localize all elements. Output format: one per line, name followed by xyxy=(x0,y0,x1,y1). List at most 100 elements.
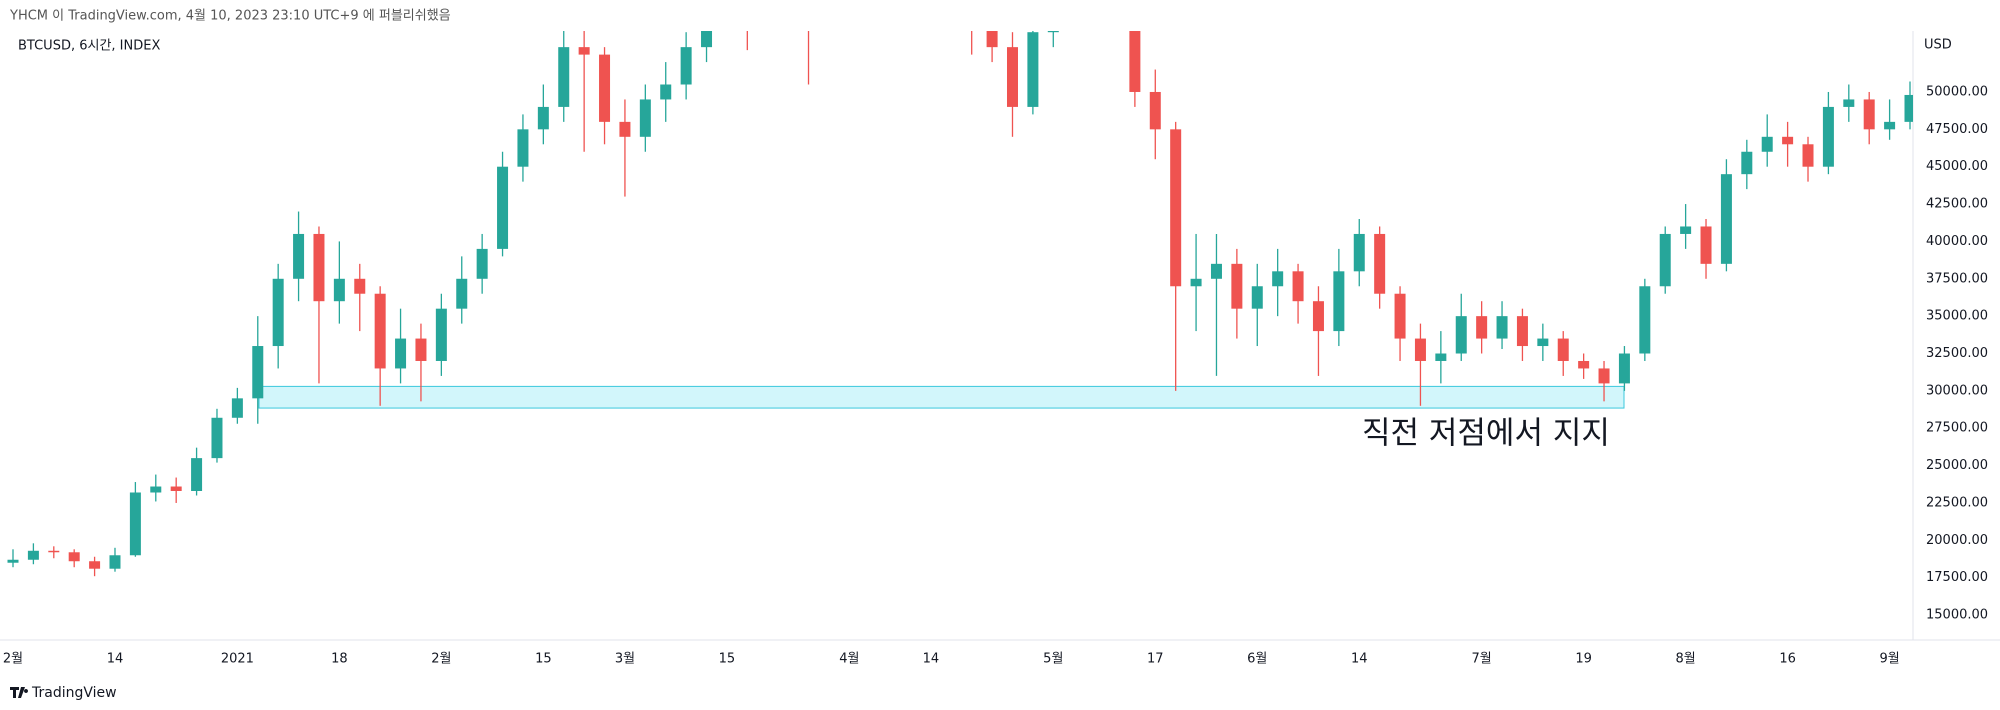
candle-body xyxy=(1006,47,1018,107)
candle-body xyxy=(456,278,468,309)
y-tick-label: 42500.00 xyxy=(1926,197,1988,212)
candle-body xyxy=(435,308,447,361)
candle-body xyxy=(150,486,162,493)
price-unit: USD xyxy=(1924,38,1952,53)
candle-body xyxy=(1027,32,1039,107)
x-tick-label: 8월 xyxy=(1676,652,1696,667)
candle-body xyxy=(48,550,60,553)
candle-body xyxy=(1047,31,1059,33)
x-tick-label: 15 xyxy=(535,652,552,667)
candle-body xyxy=(170,486,182,492)
candle-body xyxy=(1516,316,1528,347)
x-tick-label: 14 xyxy=(1351,652,1368,667)
y-tick-label: 22500.00 xyxy=(1926,495,1988,510)
candle-body xyxy=(966,0,977,17)
candle-body xyxy=(721,0,732,2)
candle-body xyxy=(191,458,203,492)
x-tick-label: 15 xyxy=(719,652,736,667)
candle-body xyxy=(517,129,529,167)
candle-body xyxy=(537,106,549,130)
candle-body xyxy=(1618,353,1630,384)
x-tick-label: 2월 xyxy=(3,652,23,667)
candle-body xyxy=(1822,106,1834,167)
y-tick-label: 20000.00 xyxy=(1926,533,1988,548)
candle-body xyxy=(231,398,243,418)
x-tick-label: 9월 xyxy=(1879,652,1899,667)
candle-body xyxy=(823,0,834,17)
x-tick-label: 4월 xyxy=(839,652,859,667)
candle-body xyxy=(1598,368,1610,384)
y-tick-label: 35000.00 xyxy=(1926,309,1988,324)
candle-body xyxy=(1353,233,1365,272)
candle-body xyxy=(7,559,19,563)
x-tick-label: 14 xyxy=(923,652,940,667)
candle-body xyxy=(1374,233,1386,294)
x-tick-label: 17 xyxy=(1147,652,1164,667)
candle-body xyxy=(1884,121,1896,130)
candle-body xyxy=(1292,271,1304,302)
candle-body xyxy=(1333,271,1345,332)
candle-body xyxy=(1537,338,1549,347)
candle-body xyxy=(1741,151,1753,175)
y-tick-label: 47500.00 xyxy=(1926,122,1988,137)
candle-body xyxy=(1639,286,1651,354)
candle-body xyxy=(374,293,386,369)
y-tick-label: 15000.00 xyxy=(1926,608,1988,623)
candle-body xyxy=(293,233,305,279)
candle-body xyxy=(497,166,509,249)
y-tick-label: 40000.00 xyxy=(1926,234,1988,249)
y-tick-label: 50000.00 xyxy=(1926,84,1988,99)
plot-area xyxy=(7,0,1913,577)
y-tick-label: 45000.00 xyxy=(1926,159,1988,174)
candle-body xyxy=(1863,99,1875,130)
candle-body xyxy=(558,47,570,107)
annotation: 직전 저점에서 지지 xyxy=(1362,416,1610,452)
y-tick-label: 30000.00 xyxy=(1926,383,1988,398)
candle-body xyxy=(1149,91,1161,130)
candle-body xyxy=(272,278,284,347)
candle-body xyxy=(803,0,814,17)
candle-body xyxy=(1210,263,1222,279)
x-tick-label: 3월 xyxy=(615,652,635,667)
logo-icon xyxy=(10,687,29,698)
x-tick-label: 14 xyxy=(107,652,124,667)
candle-body xyxy=(27,550,39,560)
x-tick-label: 2021 xyxy=(221,652,254,667)
x-tick-label: 2월 xyxy=(431,652,451,667)
candle-body xyxy=(1231,263,1243,309)
x-tick-label: 6월 xyxy=(1247,652,1267,667)
x-tick-label: 7월 xyxy=(1472,652,1492,667)
branding: TradingView xyxy=(10,685,117,701)
candle-body xyxy=(252,346,264,399)
symbol-label: BTCUSD, 6시간, INDEX xyxy=(18,39,160,54)
candle-body xyxy=(313,233,325,302)
candle-body xyxy=(1068,0,1079,2)
candle-body xyxy=(1394,293,1406,339)
candle-body xyxy=(1170,129,1182,287)
candle-body xyxy=(1435,353,1447,361)
candle-body xyxy=(599,54,611,122)
candle-body xyxy=(1557,338,1569,361)
candle-body xyxy=(1272,271,1284,287)
candle-body xyxy=(1904,94,1913,122)
candle-body xyxy=(109,555,121,569)
candle-body xyxy=(1578,360,1590,369)
candle-body xyxy=(1496,316,1508,339)
brand-text: TradingView xyxy=(31,685,117,701)
y-tick-label: 37500.00 xyxy=(1926,271,1988,286)
candle-body xyxy=(986,31,998,48)
candle-body xyxy=(1312,301,1324,332)
candle-body xyxy=(1843,99,1855,107)
y-tick-label: 27500.00 xyxy=(1926,421,1988,436)
x-tick-label: 5월 xyxy=(1043,652,1063,667)
candle-body xyxy=(129,492,141,556)
candle-body xyxy=(1129,31,1141,92)
candle-body xyxy=(1251,286,1263,309)
x-tick-label: 19 xyxy=(1575,652,1592,667)
candle-body xyxy=(89,561,101,569)
y-tick-label: 25000.00 xyxy=(1926,458,1988,473)
candle-body xyxy=(639,99,651,137)
candle-body xyxy=(211,417,223,459)
candle-body xyxy=(578,47,590,55)
